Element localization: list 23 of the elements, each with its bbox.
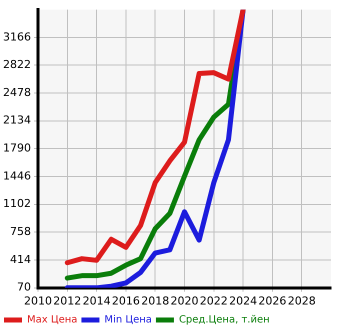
y-tick-label: 758	[10, 225, 31, 238]
legend-label: Max Цена	[27, 314, 78, 326]
x-tick-label: 2016	[112, 294, 140, 308]
y-tick-label: 1790	[2, 142, 31, 155]
legend-label: Min Цена	[104, 314, 152, 326]
y-tick-label: 1446	[2, 169, 31, 182]
y-tick-label: 3166	[2, 30, 31, 44]
x-tick-label: 2018	[141, 294, 170, 308]
y-tick-label: 2134	[2, 114, 31, 127]
x-tick-label: 2024	[229, 294, 258, 308]
y-tick-label: 2478	[2, 86, 31, 99]
x-tick-label: 2012	[53, 294, 82, 308]
x-tick-label: 2022	[200, 294, 228, 308]
x-tick-label: 2028	[288, 294, 316, 308]
y-tick-label: 1102	[2, 197, 31, 210]
x-tick-label: 2014	[82, 294, 111, 308]
legend-label: Сред.Цена, т.йен	[178, 314, 270, 326]
x-tick-label: 2020	[170, 294, 198, 308]
x-tick-label: 2026	[258, 294, 286, 308]
x-tick-label: 2010	[24, 294, 52, 308]
y-tick-label: 414	[10, 252, 31, 266]
y-tick-label: 2822	[2, 58, 31, 72]
y-tick-label: 70	[16, 280, 31, 294]
